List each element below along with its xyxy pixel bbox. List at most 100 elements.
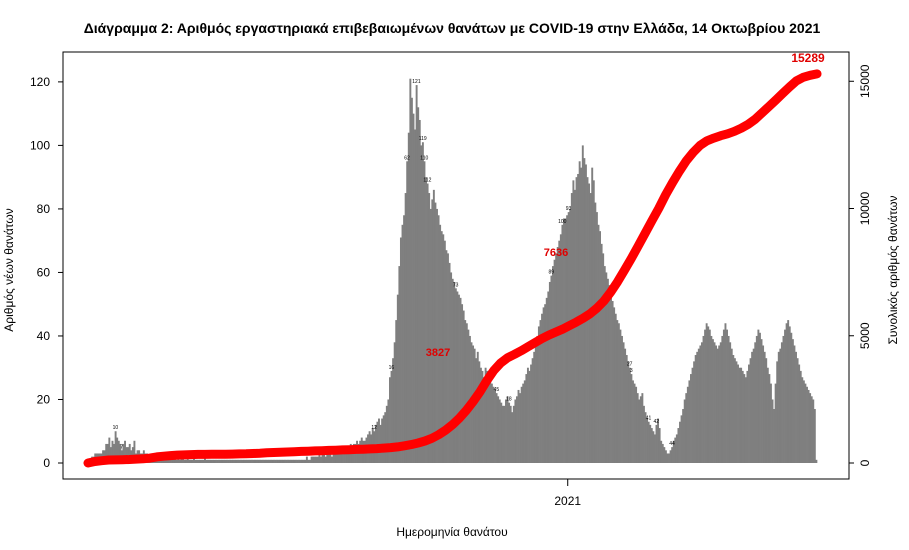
bar [246,459,249,463]
bar [589,193,592,464]
bar [563,218,565,463]
bar [174,456,177,463]
bar [262,459,264,463]
bar [583,158,586,463]
bar [682,409,685,463]
bar [163,459,166,463]
bar [501,405,504,463]
bar [385,405,388,463]
y-right-tick-label: 0 [858,459,872,466]
bar [457,294,460,463]
bar [544,304,547,463]
bar [655,424,658,463]
bar [751,351,754,463]
bar [624,348,627,463]
bar [111,440,114,463]
bar [280,459,283,463]
bar-data-label: 44 [669,441,675,447]
bar [230,459,233,463]
bar [185,459,188,463]
bar-data-labels: 1211191121101009389736245414442271612107… [113,79,675,450]
bar [299,459,302,463]
bar [106,443,109,463]
bar [699,345,702,463]
plot-frame [62,51,850,480]
bar [668,453,670,463]
bar [691,367,694,463]
bar [484,367,487,463]
bar [641,393,644,463]
bar [785,323,788,463]
bar [661,443,664,463]
bar [674,437,677,463]
bar [625,355,628,463]
bar-data-label: 18 [506,397,512,403]
bar [183,459,186,463]
bar [244,459,247,463]
bar [536,335,539,463]
y-tick-label: 80 [37,202,51,216]
bar [298,459,300,463]
bar [252,459,255,463]
bar [296,459,299,463]
bar [307,459,310,463]
bar [547,291,550,463]
bar [447,253,449,463]
bar [726,329,728,463]
bar [487,377,490,463]
bar [189,459,192,463]
bar [122,443,125,463]
bar [514,399,517,463]
bar [594,202,597,463]
bar [387,399,390,463]
bar [799,370,802,463]
bar [461,304,464,463]
bar [497,396,500,463]
bar [241,459,244,463]
bar [409,78,412,463]
bar [396,294,399,463]
bar [696,351,699,463]
bar [541,313,543,463]
bar [683,399,686,463]
bar [718,345,721,463]
bar [341,450,344,463]
bar [277,459,280,463]
bar [479,367,482,463]
bar [760,339,763,463]
bar [813,409,816,463]
bar [177,456,180,463]
bar [451,278,454,463]
bar [515,396,518,463]
bar [351,447,354,463]
bar [660,440,663,463]
bar [710,335,713,463]
bar [735,361,738,463]
bar [677,428,680,463]
bar [810,396,813,463]
bar-data-label: 41 [646,416,652,422]
bar [801,377,804,463]
bar [672,440,675,463]
bar [238,459,241,463]
bar [465,323,468,463]
bar [694,355,697,463]
bar [627,361,630,463]
bar [812,399,815,463]
bar [545,297,548,463]
bar [713,342,716,463]
bar [462,310,465,463]
cumulative-annotation: 3827 [426,347,450,359]
bar-data-label: 110 [420,155,428,161]
bar [392,358,395,463]
bar [133,440,136,463]
bar-data-label: 62 [404,155,410,161]
y-right-axis-label: Συνολικός αριθμός θανάτων [886,195,900,344]
bar [721,335,724,463]
bar [440,231,443,463]
bar [635,386,638,463]
bar [114,431,117,463]
bar [737,364,739,463]
bar [439,224,442,463]
